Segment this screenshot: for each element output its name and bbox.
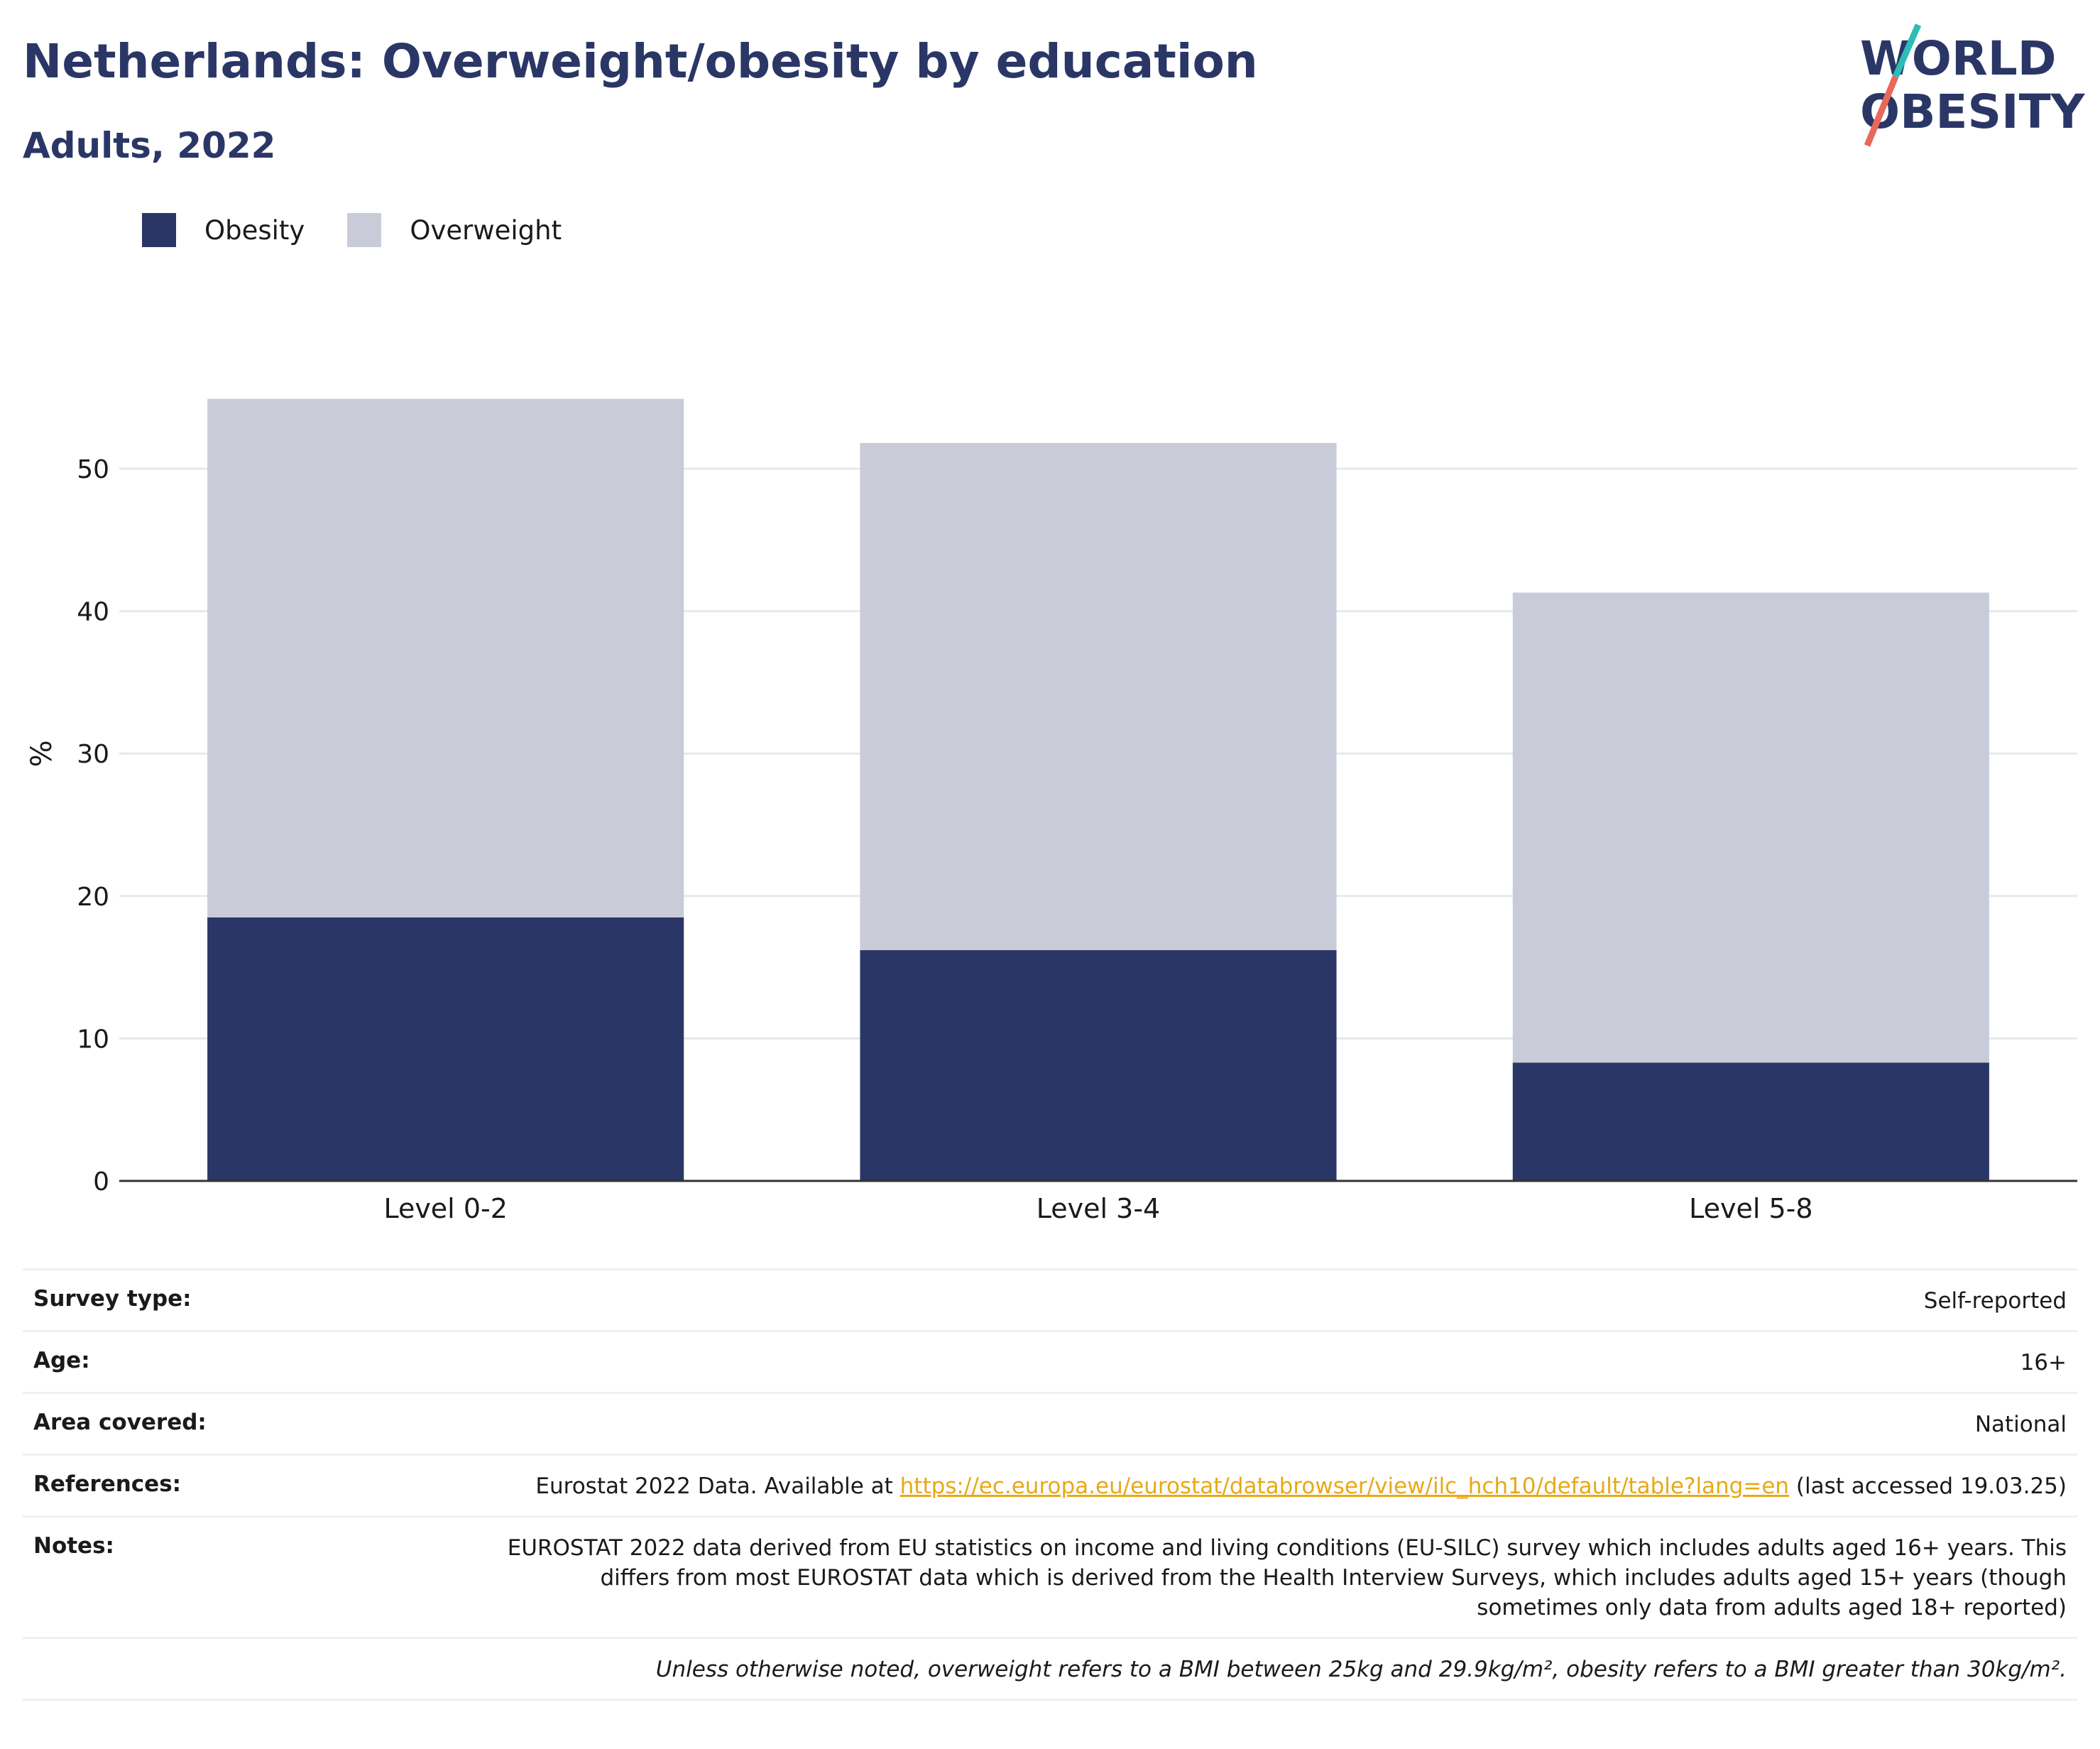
survey-type-label: Survey type: [33,1286,192,1312]
bar-obesity [1512,1062,1989,1181]
age-label: Age: [33,1348,90,1373]
meta-row-references: References: Eurostat 2022 Data. Availabl… [23,1454,2077,1515]
meta-row-age: Age: 16+ [23,1330,2077,1392]
chart-legend: Obesity Overweight [142,213,604,247]
y-axis-title: % [26,740,58,767]
legend-swatch-obesity [142,213,176,247]
references-value: Eurostat 2022 Data. Available at https:/… [535,1471,2067,1501]
bar-obesity [860,950,1337,1181]
meta-row-survey-type: Survey type: Self-reported [23,1268,2077,1330]
y-tick-label: 20 [77,883,109,912]
page-title: Netherlands: Overweight/obesity by educa… [23,34,1258,89]
x-tick-label: Level 0-2 [383,1193,507,1224]
legend-item-overweight: Overweight [347,213,562,247]
bar-overweight [860,442,1337,951]
references-link[interactable]: https://ec.europa.eu/eurostat/databrowse… [899,1473,1790,1499]
meta-row-area: Area covered: National [23,1392,2077,1454]
meta-row-footnote: Unless otherwise noted, overweight refer… [23,1637,2077,1701]
svg-text:WORLD: WORLD [1860,31,2057,86]
meta-row-notes: Notes: EUROSTAT 2022 data derived from E… [23,1515,2077,1637]
area-label: Area covered: [33,1410,207,1435]
x-tick-label: Level 3-4 [1037,1193,1160,1224]
references-label: References: [33,1471,182,1497]
bar-chart: 0 10 20 30 40 50 Level 0-2 Level 3-4 Level 5-8% [26,398,2077,1224]
legend-label-obesity: Obesity [204,214,305,246]
y-tick-label: 40 [77,598,109,627]
legend-swatch-overweight [347,213,382,247]
footnote: Unless otherwise noted, overweight refer… [655,1657,2067,1682]
page-subtitle: Adults, 2022 [23,125,276,166]
y-tick-label: 50 [77,455,109,484]
references-suffix: (last accessed 19.03.25) [1789,1473,2067,1499]
bar-overweight [1512,592,1989,1063]
references-prefix: Eurostat 2022 Data. Available at [535,1473,900,1499]
x-tick-label: Level 5-8 [1689,1193,1812,1224]
bar-obesity [207,917,684,1181]
world-obesity-logo: WORLD OBESITY [1860,23,2086,147]
y-tick-label: 0 [93,1167,109,1197]
metadata-table: Survey type: Self-reported Age: 16+ Area… [23,1268,2077,1701]
y-tick-label: 10 [77,1025,109,1054]
notes-value: EUROSTAT 2022 data derived from EU stati… [507,1535,2067,1620]
y-tick-label: 30 [77,740,109,769]
notes-label: Notes: [33,1533,114,1559]
legend-label-overweight: Overweight [410,214,562,246]
survey-type-value: Self-reported [1923,1288,2067,1314]
legend-item-obesity: Obesity [142,213,305,247]
age-value: 16+ [2020,1350,2067,1375]
svg-text:OBESITY: OBESITY [1860,85,2086,139]
bar-overweight [207,398,684,917]
area-value: National [1974,1412,2067,1437]
